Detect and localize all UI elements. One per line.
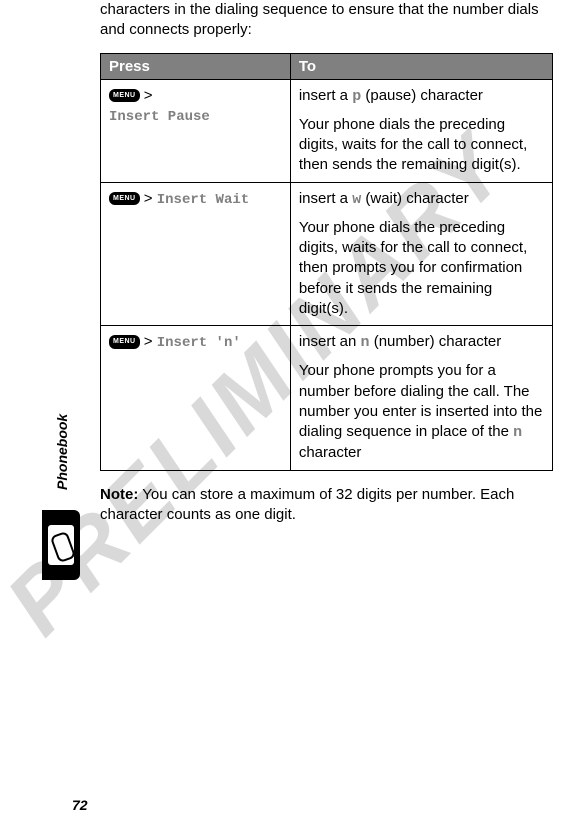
press-cell: MENU > Insert 'n'	[101, 326, 291, 471]
to-text: (wait) character	[361, 190, 469, 207]
page-number: 72	[72, 797, 88, 813]
to-cell: insert an n (number) character Your phon…	[290, 326, 552, 471]
press-to-table: Press To MENU > Insert Pause insert a p …	[100, 53, 553, 471]
table-row: MENU > Insert Wait insert a w (wait) cha…	[101, 182, 553, 326]
menu-path: Insert Pause	[109, 109, 210, 125]
table-row: MENU > Insert 'n' insert an n (number) c…	[101, 326, 553, 471]
menu-key-icon: MENU	[109, 192, 140, 205]
sidebar-section-label: Phonebook	[54, 414, 70, 490]
special-char: p	[352, 88, 361, 105]
to-text: (pause) character	[361, 87, 483, 104]
menu-separator: >	[140, 190, 157, 207]
sidebar-tab	[42, 510, 80, 580]
intro-text: characters in the dialing sequence to en…	[100, 0, 553, 41]
to-text: insert a	[299, 190, 352, 207]
special-char: n	[513, 424, 522, 441]
menu-separator: >	[140, 87, 153, 104]
col-header-press: Press	[101, 53, 291, 79]
page-content: characters in the dialing sequence to en…	[0, 0, 583, 525]
to-text: insert an	[299, 333, 361, 350]
to-cell: insert a w (wait) character Your phone d…	[290, 182, 552, 326]
special-char: n	[361, 334, 370, 351]
special-char: w	[352, 191, 361, 208]
menu-key-icon: MENU	[109, 89, 140, 102]
menu-path: Insert 'n'	[157, 335, 241, 351]
to-description: Your phone dials the preceding digits, w…	[299, 218, 544, 319]
note-label: Note:	[100, 486, 138, 503]
press-cell: MENU > Insert Pause	[101, 79, 291, 182]
menu-separator: >	[140, 333, 157, 350]
to-description: Your phone prompts you for a number befo…	[299, 361, 544, 463]
note-body: You can store a maximum of 32 digits per…	[100, 486, 514, 523]
to-text: (number) character	[370, 333, 502, 350]
note-text: Note: You can store a maximum of 32 digi…	[100, 485, 553, 526]
to-text: insert a	[299, 87, 352, 104]
menu-path: Insert Wait	[157, 192, 249, 208]
col-header-to: To	[290, 53, 552, 79]
press-cell: MENU > Insert Wait	[101, 182, 291, 326]
to-description: Your phone dials the preceding digits, w…	[299, 115, 544, 176]
phonebook-icon	[48, 525, 74, 565]
table-row: MENU > Insert Pause insert a p (pause) c…	[101, 79, 553, 182]
menu-key-icon: MENU	[109, 335, 140, 348]
to-cell: insert a p (pause) character Your phone …	[290, 79, 552, 182]
